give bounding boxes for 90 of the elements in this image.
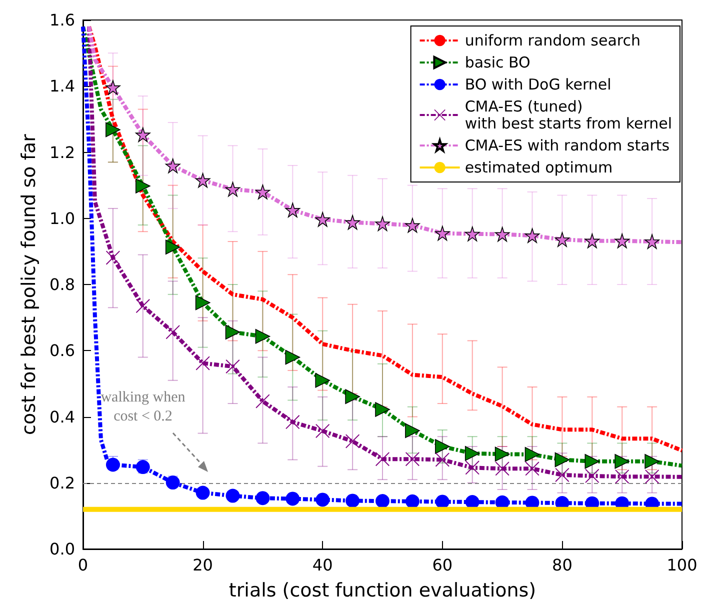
point: [614, 233, 630, 248]
point: [524, 228, 540, 243]
point: [405, 494, 420, 508]
point: [464, 446, 480, 461]
point: [405, 218, 420, 233]
point: [256, 491, 270, 506]
legend-label: BO with DoG kernel: [464, 76, 612, 94]
x-tick-label: 80: [552, 556, 572, 574]
point: [106, 122, 120, 138]
y-tick-label: 0.2: [50, 473, 75, 492]
point: [136, 127, 150, 142]
y-tick-label: 1.6: [50, 10, 75, 30]
point: [405, 452, 420, 466]
point: [166, 325, 180, 340]
point: [286, 492, 300, 506]
annotation: walking when cost < 0.2: [100, 390, 186, 424]
legend-label: CMA-ES (tuned) with best starts from kernel: [464, 98, 672, 132]
x-tick-label: 60: [432, 556, 453, 574]
point: [346, 434, 360, 448]
point: [285, 350, 300, 365]
point: [315, 372, 330, 388]
point: [376, 452, 390, 466]
point: [405, 423, 420, 438]
point: [165, 240, 180, 255]
point: [525, 462, 540, 476]
point: [495, 462, 510, 476]
point: [196, 486, 210, 500]
point: [196, 356, 210, 370]
point: [136, 298, 150, 313]
y-tick-label: 0.0: [50, 540, 75, 558]
y-tick-label: 1.4: [50, 76, 75, 96]
x-tick-label: 100: [666, 556, 698, 574]
point: [645, 470, 660, 484]
x-tick-label: 0: [78, 556, 88, 574]
point: [375, 216, 390, 232]
point: [644, 454, 660, 469]
point: [136, 178, 150, 194]
point: [554, 232, 570, 247]
y-tick-label: 0.6: [50, 341, 75, 360]
point: [465, 460, 480, 475]
point: [225, 182, 240, 197]
point: [106, 80, 120, 95]
point: [435, 452, 450, 467]
point: [346, 494, 360, 508]
point: [376, 494, 390, 508]
point: [225, 324, 240, 340]
point: [435, 494, 450, 509]
point: [615, 470, 630, 484]
point: [554, 452, 570, 468]
point: [345, 214, 360, 230]
point: [315, 212, 330, 227]
point: [494, 226, 510, 242]
point: [256, 394, 270, 408]
point: [166, 476, 180, 490]
point: [286, 415, 300, 430]
legend-label: uniform random search: [464, 32, 641, 50]
point: [375, 402, 390, 417]
point: [494, 446, 510, 462]
point: [195, 295, 210, 310]
y-axis-title: cost for best policy found so far: [18, 134, 40, 435]
point: [435, 439, 450, 454]
point: [255, 329, 270, 344]
y-tick-label: 1.2: [50, 142, 75, 162]
y-tick-label: 0.8: [50, 275, 75, 294]
x-axis-title: trials (cost function evaluations): [228, 580, 536, 602]
point: [644, 234, 660, 249]
point: [614, 454, 630, 469]
point: [584, 233, 600, 248]
point: [584, 454, 600, 469]
y-tick-label: 1.0: [50, 208, 75, 228]
point: [165, 158, 180, 174]
legend-label: CMA-ES with random starts: [464, 136, 670, 154]
point: [524, 447, 540, 462]
point: [435, 226, 450, 241]
point: [464, 226, 480, 242]
point: [585, 468, 600, 483]
y-tick-label: 0.4: [50, 407, 75, 426]
point: [345, 389, 360, 404]
x-tick-label: 20: [192, 556, 213, 574]
point: [555, 468, 570, 482]
x-tick-label: 40: [312, 556, 333, 574]
legend-label: basic BO: [464, 54, 530, 72]
legend-label: estimated optimum: [464, 158, 613, 176]
point: [226, 488, 240, 503]
point: [285, 202, 300, 218]
point: [255, 184, 270, 200]
point: [106, 250, 120, 265]
point: [195, 172, 210, 188]
point: [316, 424, 330, 438]
point: [316, 492, 330, 507]
